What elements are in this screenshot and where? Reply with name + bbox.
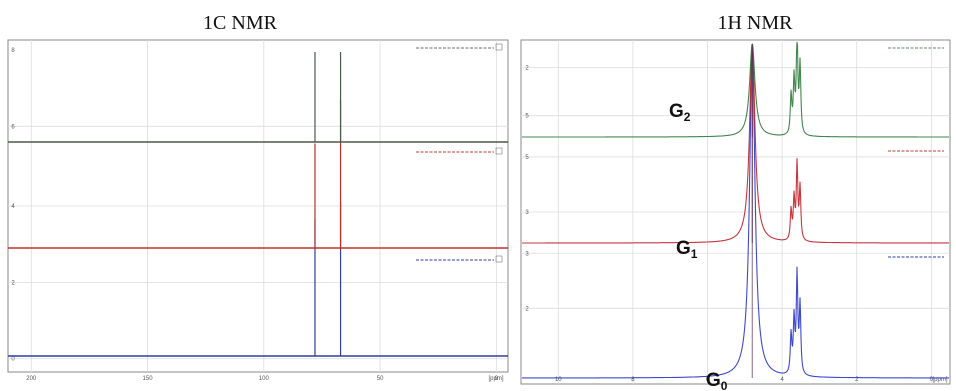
x-tick-label: 0 xyxy=(495,376,499,382)
x-tick-label: 6 xyxy=(706,377,710,383)
series-spectrum xyxy=(522,45,949,379)
h-nmr-grid xyxy=(521,40,950,384)
y-tick-label: 3 xyxy=(525,210,529,216)
y-tick-label: 2 xyxy=(525,66,529,72)
x-tick-label: 10 xyxy=(555,377,562,383)
x-axis-label: [ppm] xyxy=(932,377,947,383)
x-tick-label: 150 xyxy=(143,376,154,382)
y-tick-label: 6 xyxy=(11,124,15,130)
y-tick-label: 0 xyxy=(11,357,15,363)
x-tick-label: 0 xyxy=(930,377,934,383)
y-tick-label: 4 xyxy=(11,204,15,210)
legend-box xyxy=(495,147,503,155)
x-tick-label: 8 xyxy=(631,377,635,383)
series-spectrum xyxy=(522,43,949,244)
h-nmr-series xyxy=(522,41,949,379)
y-tick-label: 5 xyxy=(525,155,529,161)
c-nmr-series xyxy=(8,43,508,357)
g1-label: G1 xyxy=(676,238,698,261)
x-tick-label: 200 xyxy=(26,376,37,382)
x-tick-label: 100 xyxy=(259,376,270,382)
x-tick-label: 4 xyxy=(780,377,784,383)
h-nmr-chart: 10 8 6 4 2 0 2 5 5 3 3 2 [ppm] xyxy=(520,39,951,385)
y-tick-label: 2 xyxy=(525,306,529,312)
y-tick-label: 8 xyxy=(11,48,15,54)
chart-title-left: 1C NMR xyxy=(203,12,277,34)
chart-title-right: 1H NMR xyxy=(717,12,793,34)
y-tick-label: 5 xyxy=(525,114,529,120)
legend-box xyxy=(495,255,503,263)
g0-label: G0 xyxy=(706,370,728,391)
y-tick-label: 3 xyxy=(525,251,529,257)
y-tick-label: 2 xyxy=(11,280,15,286)
g2-label: G2 xyxy=(669,101,691,124)
series-spectrum xyxy=(522,41,949,138)
x-axis-label: [ppm] xyxy=(488,376,503,382)
c-nmr-grid xyxy=(8,40,508,372)
legend-box xyxy=(495,43,503,51)
x-tick-label: 2 xyxy=(855,377,859,383)
h-nmr-ticks: 10 8 6 4 2 0 2 5 5 3 3 2 [ppm] xyxy=(525,66,948,383)
x-tick-label: 50 xyxy=(377,376,384,382)
